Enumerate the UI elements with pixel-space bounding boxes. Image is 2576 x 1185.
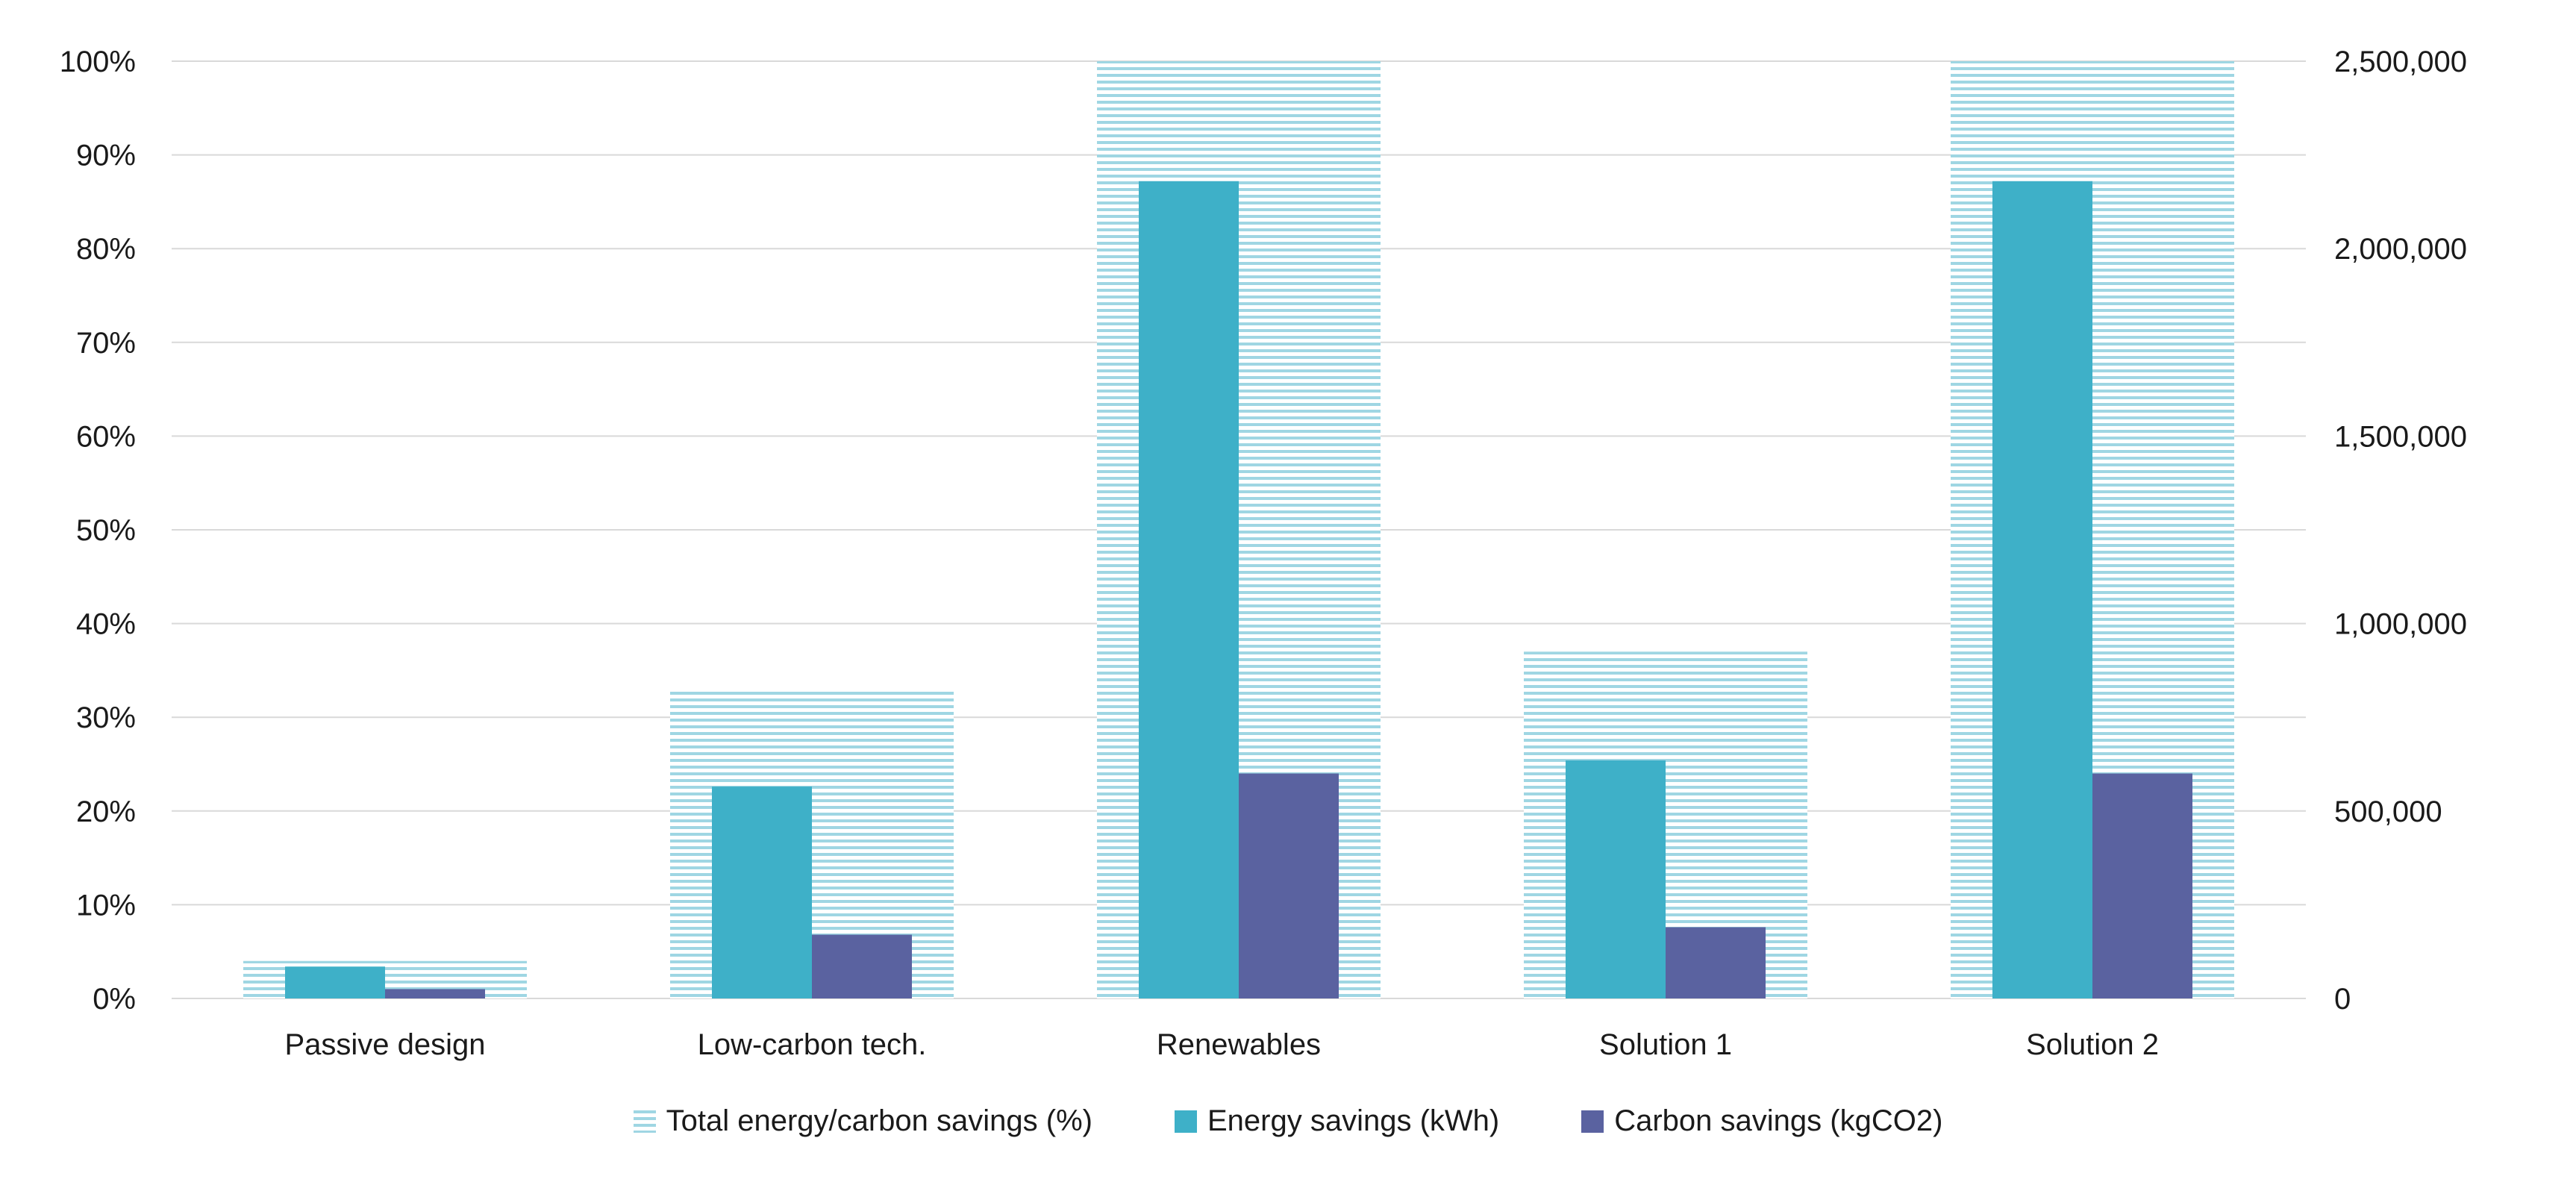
bar-energy-savings — [1139, 181, 1239, 998]
legend-label-carbon: Carbon savings (kgCO2) — [1614, 1104, 1943, 1137]
left-tick-label: 0% — [93, 983, 136, 1016]
right-axis: 0 500,000 1,000,000 1,500,000 2,000,000 2,500… — [2334, 46, 2467, 1016]
category-label: Solution 1 — [1599, 1028, 1732, 1061]
bars — [243, 61, 2234, 998]
left-tick-label: 100% — [60, 46, 136, 78]
left-axis: 0% 10% 20% 30% 40% 50% 60% 70% 80% 90% 100% — [60, 46, 136, 1016]
legend-item-total: Total energy/carbon savings (%) — [633, 1104, 1092, 1138]
category-label: Passive design — [284, 1028, 485, 1061]
left-tick-label: 30% — [76, 701, 136, 734]
bar-carbon-savings — [1239, 773, 1339, 998]
left-tick-label: 40% — [76, 608, 136, 641]
left-tick-label: 80% — [76, 233, 136, 266]
x-axis: Passive design Low-carbon tech. Renewables… — [284, 1028, 2158, 1061]
category-label: Low-carbon tech. — [698, 1028, 927, 1061]
right-tick-label: 1,000,000 — [2334, 608, 2467, 641]
left-tick-label: 50% — [76, 514, 136, 547]
right-tick-label: 2,500,000 — [2334, 46, 2467, 78]
right-tick-label: 500,000 — [2334, 795, 2442, 828]
legend-swatch-energy — [1174, 1110, 1197, 1133]
category-label: Solution 2 — [2026, 1028, 2159, 1061]
left-tick-label: 20% — [76, 795, 136, 828]
legend-item-carbon: Carbon savings (kgCO2) — [1581, 1104, 1942, 1138]
bar-energy-savings — [285, 966, 385, 998]
right-tick-label: 2,000,000 — [2334, 233, 2467, 266]
right-tick-label: 1,500,000 — [2334, 420, 2467, 453]
bar-carbon-savings — [385, 989, 485, 998]
left-tick-label: 70% — [76, 327, 136, 360]
category-label: Renewables — [1157, 1028, 1321, 1061]
bar-carbon-savings — [812, 934, 912, 998]
left-tick-label: 90% — [76, 140, 136, 172]
legend-swatch-carbon — [1581, 1110, 1604, 1133]
bar-energy-savings — [1992, 181, 2092, 998]
legend-label-energy: Energy savings (kWh) — [1207, 1104, 1500, 1137]
legend-label-total: Total energy/carbon savings (%) — [666, 1104, 1092, 1137]
left-tick-label: 10% — [76, 889, 136, 922]
bar-energy-savings — [1566, 760, 1666, 998]
legend: Total energy/carbon savings (%) Energy s… — [0, 1104, 2576, 1138]
legend-item-energy: Energy savings (kWh) — [1174, 1104, 1500, 1138]
bar-carbon-savings — [1666, 927, 1766, 998]
legend-swatch-total — [633, 1110, 656, 1133]
right-tick-label: 0 — [2334, 983, 2351, 1016]
left-tick-label: 60% — [76, 420, 136, 453]
bar-carbon-savings — [2092, 773, 2192, 998]
bar-energy-savings — [712, 787, 812, 998]
